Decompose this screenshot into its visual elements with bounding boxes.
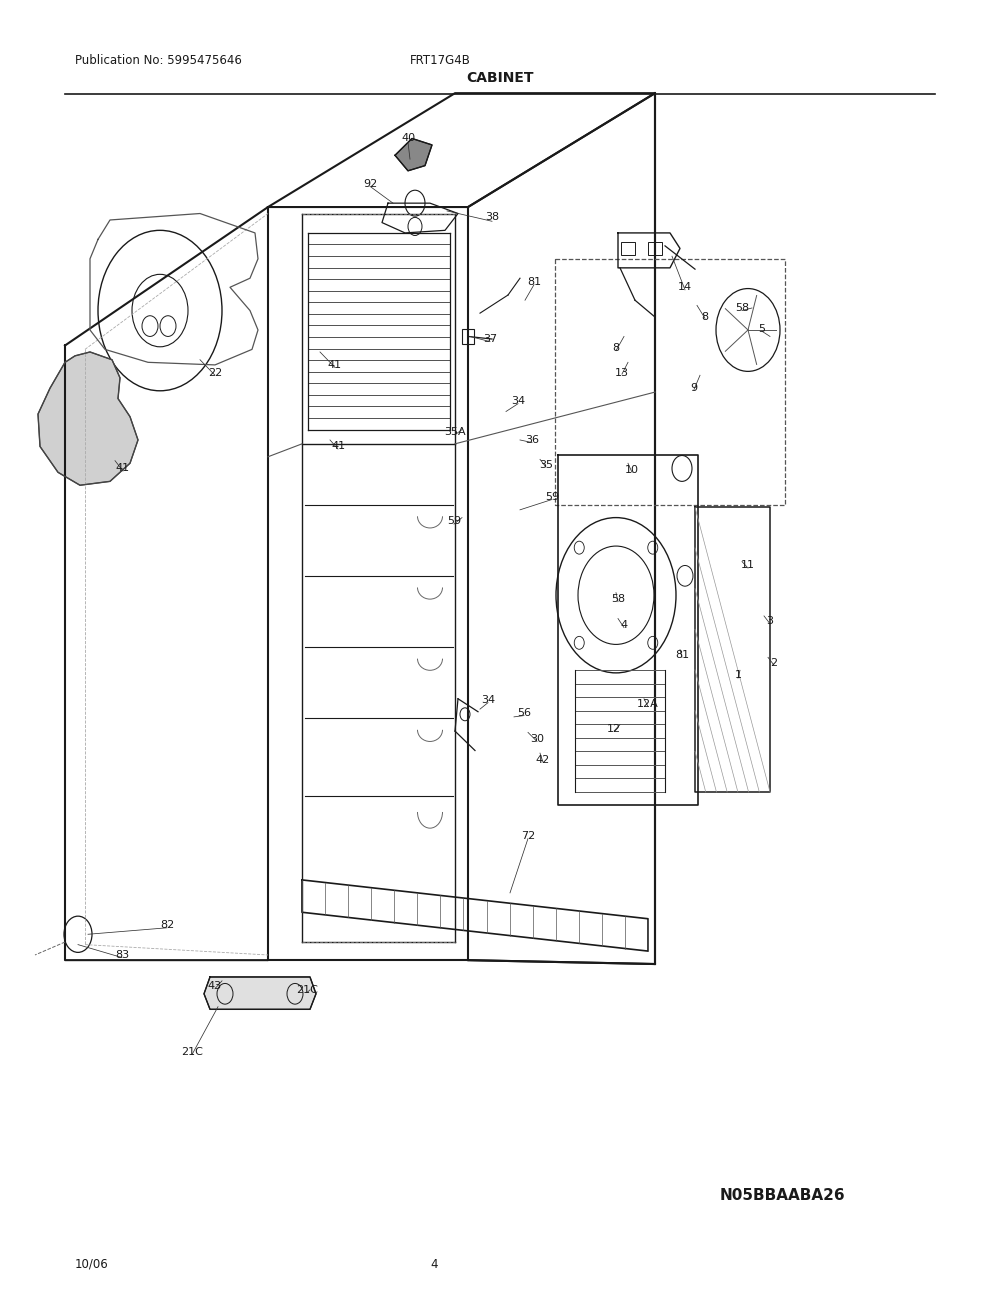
Polygon shape — [204, 977, 316, 1009]
Text: 59: 59 — [545, 492, 559, 502]
Text: 34: 34 — [481, 695, 495, 705]
Text: 35A: 35A — [444, 427, 466, 437]
Text: 72: 72 — [521, 831, 535, 841]
Text: 37: 37 — [483, 334, 497, 344]
Text: 11: 11 — [741, 560, 755, 571]
Text: 41: 41 — [116, 463, 130, 474]
Text: 58: 58 — [735, 303, 749, 313]
Text: 92: 92 — [363, 179, 377, 189]
Text: 13: 13 — [615, 367, 629, 378]
Text: N05BBAABA26: N05BBAABA26 — [720, 1188, 846, 1203]
Text: 42: 42 — [536, 754, 550, 765]
Text: 59: 59 — [447, 516, 461, 527]
Text: 12A: 12A — [637, 699, 659, 709]
Text: 5: 5 — [759, 324, 766, 334]
Text: 14: 14 — [678, 282, 692, 292]
Text: 56: 56 — [517, 708, 531, 718]
Polygon shape — [38, 352, 138, 485]
Text: 41: 41 — [331, 441, 345, 452]
Text: Publication No: 5995475646: Publication No: 5995475646 — [75, 54, 242, 67]
Text: 8: 8 — [701, 312, 709, 322]
Text: 1: 1 — [734, 670, 742, 681]
Text: 40: 40 — [401, 133, 415, 144]
Text: 4: 4 — [620, 620, 628, 630]
Bar — [648, 242, 662, 255]
Polygon shape — [395, 138, 432, 171]
Text: 81: 81 — [527, 277, 541, 287]
Text: 43: 43 — [208, 981, 222, 991]
Text: 10: 10 — [625, 465, 639, 475]
Text: 34: 34 — [511, 396, 525, 406]
Text: 41: 41 — [328, 360, 342, 370]
Text: 3: 3 — [767, 616, 774, 626]
Text: 2: 2 — [770, 657, 778, 668]
Text: 10/06: 10/06 — [75, 1258, 109, 1271]
Text: 9: 9 — [690, 383, 698, 393]
Text: 58: 58 — [611, 594, 625, 604]
Bar — [621, 242, 635, 255]
Text: FRT17G4B: FRT17G4B — [410, 54, 471, 67]
Text: 8: 8 — [612, 343, 620, 353]
Text: 83: 83 — [115, 950, 129, 960]
Text: 35: 35 — [539, 459, 553, 470]
Text: 36: 36 — [525, 435, 539, 445]
Text: 82: 82 — [160, 920, 174, 930]
Text: 4: 4 — [430, 1258, 438, 1271]
Bar — [462, 329, 474, 344]
Text: 21C: 21C — [296, 985, 318, 995]
Text: CABINET: CABINET — [466, 71, 534, 85]
Text: 81: 81 — [675, 650, 689, 660]
Text: 38: 38 — [485, 212, 499, 223]
Text: 21C: 21C — [181, 1047, 203, 1057]
Text: 30: 30 — [530, 734, 544, 744]
Text: 22: 22 — [208, 367, 222, 378]
Text: 12: 12 — [607, 723, 621, 734]
